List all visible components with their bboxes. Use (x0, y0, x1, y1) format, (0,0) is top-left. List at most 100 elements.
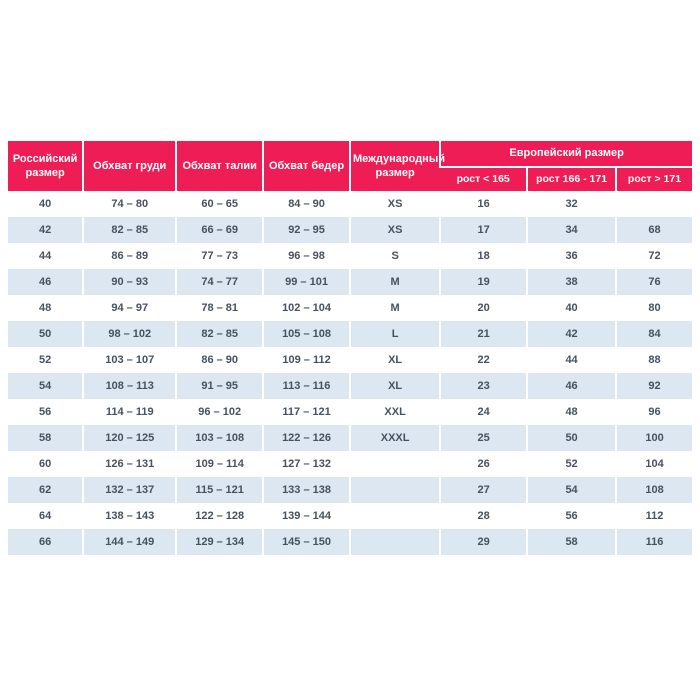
table-cell: 46 (8, 269, 84, 295)
size-chart-table: Российский размер Обхват груди Обхват та… (8, 141, 692, 555)
table-cell: 100 (615, 425, 692, 451)
table-cell (348, 451, 441, 477)
table-cell: 23 (439, 373, 528, 399)
table-cell: 68 (615, 217, 692, 243)
table-cell: 145 – 150 (262, 529, 350, 555)
table-cell: 84 (615, 321, 692, 347)
table-cell: 54 (8, 373, 84, 399)
table-cell: 29 (439, 529, 528, 555)
table-cell: 126 – 131 (82, 451, 177, 477)
table-cell: 96 – 102 (175, 399, 264, 425)
col-header-hips: Обхват бедер (262, 141, 350, 191)
table-cell: M (348, 269, 441, 295)
table-cell: 104 (615, 451, 692, 477)
table-cell: 16 (439, 191, 528, 217)
table-cell: XXXL (348, 425, 441, 451)
subcol-header-height-gt-171: рост > 171 (615, 167, 692, 191)
table-cell: 34 (526, 217, 617, 243)
table-cell: 96 (615, 399, 692, 425)
table-cell: L (348, 321, 441, 347)
table-header: Российский размер Обхват груди Обхват та… (8, 141, 692, 191)
table-cell: 36 (526, 243, 617, 269)
table-row: 40 74 – 80 60 – 65 84 – 90 XS 16 32 (8, 191, 692, 217)
col-header-waist: Обхват талии (175, 141, 264, 191)
size-chart: Российский размер Обхват груди Обхват та… (8, 141, 692, 555)
table-cell (348, 477, 441, 503)
table-cell: XS (348, 191, 441, 217)
table-cell: 19 (439, 269, 528, 295)
table-cell: 42 (526, 321, 617, 347)
table-cell: 133 – 138 (262, 477, 350, 503)
col-header-international-size: Международный размер (348, 141, 445, 191)
table-cell: 117 – 121 (262, 399, 350, 425)
table-cell: 76 (615, 269, 692, 295)
table-row: 66 144 – 149 129 – 134 145 – 150 29 58 116 (8, 529, 692, 555)
table-cell: XL (348, 347, 441, 373)
table-cell: 132 – 137 (82, 477, 177, 503)
table-cell: 24 (439, 399, 528, 425)
table-cell (348, 529, 441, 555)
table-cell: 98 – 102 (82, 321, 177, 347)
table-cell: 88 (615, 347, 692, 373)
table-cell: 60 – 65 (175, 191, 264, 217)
table-cell (348, 503, 441, 529)
header-row-main: Российский размер Обхват груди Обхват та… (8, 141, 692, 191)
table-cell: 40 (8, 191, 84, 217)
table-row: 58 120 – 125 103 – 108 122 – 126 XXXL 25 50 100 (8, 425, 692, 451)
table-cell: S (348, 243, 441, 269)
table-cell: 129 – 134 (175, 529, 264, 555)
table-cell: 26 (439, 451, 528, 477)
subcol-header-height-lt-165: рост < 165 (440, 167, 528, 191)
table-cell: 52 (8, 347, 84, 373)
table-cell: 20 (439, 295, 528, 321)
table-cell: 74 – 80 (82, 191, 177, 217)
table-cell: 32 (526, 191, 617, 217)
table-row: 62 132 – 137 115 – 121 133 – 138 27 54 108 (8, 477, 692, 503)
table-cell: 60 (8, 451, 84, 477)
table-cell: 48 (8, 295, 84, 321)
table-cell: 116 (615, 529, 692, 555)
table-row: 56 114 – 119 96 – 102 117 – 121 XXL 24 48 96 (8, 399, 692, 425)
table-cell: 90 – 93 (82, 269, 177, 295)
table-cell: 108 (615, 477, 692, 503)
table-cell: 103 – 108 (175, 425, 264, 451)
table-row: 46 90 – 93 74 – 77 99 – 101 M 19 38 76 (8, 269, 692, 295)
table-cell: 52 (526, 451, 617, 477)
table-cell: 58 (8, 425, 84, 451)
table-cell: 113 – 116 (262, 373, 350, 399)
header-row-sub: рост < 165 рост 166 - 171 рост > 171 (8, 167, 692, 191)
table-row: 52 103 – 107 86 – 90 109 – 112 XL 22 44 88 (8, 347, 692, 373)
table-cell: 96 – 98 (262, 243, 350, 269)
col-header-european-size: Европейский размер (439, 141, 692, 168)
size-table-body: 40 74 – 80 60 – 65 84 – 90 XS 16 32 42 82 – 85 66… (8, 191, 692, 555)
table-cell: 114 – 119 (82, 399, 177, 425)
table-cell: 127 – 132 (262, 451, 350, 477)
table-cell: 102 – 104 (262, 295, 350, 321)
table-row: 44 86 – 89 77 – 73 96 – 98 S 18 36 72 (8, 243, 692, 269)
subcol-header-height-166-171: рост 166 - 171 (526, 167, 617, 191)
table-cell: 28 (439, 503, 528, 529)
table-cell: 112 (615, 503, 692, 529)
table-cell: 62 (8, 477, 84, 503)
table-cell: 17 (439, 217, 528, 243)
table-cell: 84 – 90 (262, 191, 350, 217)
table-cell: 108 – 113 (82, 373, 177, 399)
table-cell: 103 – 107 (82, 347, 177, 373)
table-cell: 50 (526, 425, 617, 451)
table-cell: 48 (526, 399, 617, 425)
table-cell: 82 – 85 (175, 321, 264, 347)
table-cell: 82 – 85 (82, 217, 177, 243)
table-cell: 122 – 128 (175, 503, 264, 529)
table-cell: 40 (526, 295, 617, 321)
table-cell: 66 – 69 (175, 217, 264, 243)
table-cell: 64 (8, 503, 84, 529)
table-cell: 66 (8, 529, 84, 555)
table-cell: 50 (8, 321, 84, 347)
table-cell: 115 – 121 (175, 477, 264, 503)
table-cell: 38 (526, 269, 617, 295)
table-cell: 120 – 125 (82, 425, 177, 451)
table-cell: 44 (526, 347, 617, 373)
table-cell: 74 – 77 (175, 269, 264, 295)
table-cell (615, 191, 692, 217)
table-cell: 122 – 126 (262, 425, 350, 451)
